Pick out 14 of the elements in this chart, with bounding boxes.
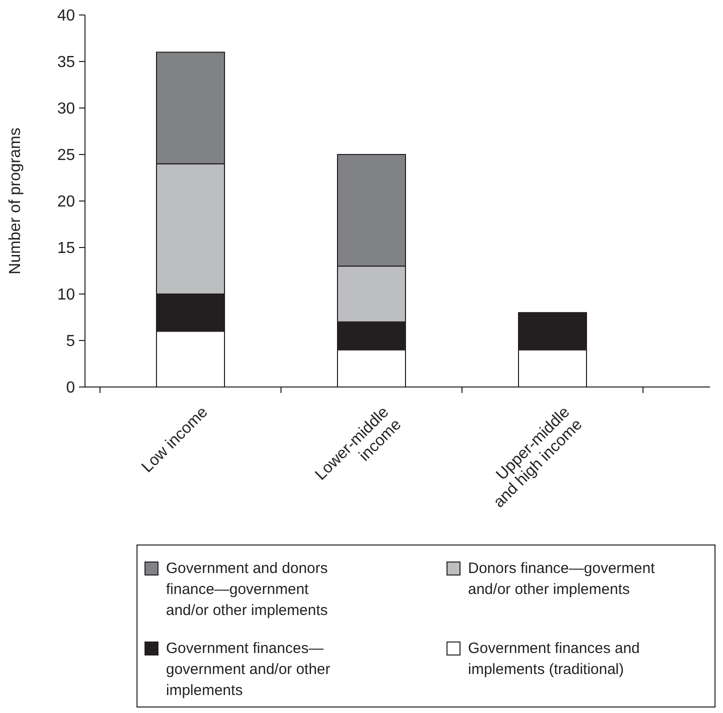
legend-label: Donors finance—goverment and/or other implements <box>468 560 656 598</box>
y-tick-label: 40 <box>57 8 76 25</box>
y-tick-label: 25 <box>57 147 76 164</box>
y-tick-label: 15 <box>57 240 76 258</box>
y-tick-label: 10 <box>57 286 76 304</box>
y-tick-label: 5 <box>66 333 76 350</box>
y-tick-label: 0 <box>66 380 76 397</box>
legend-label: Government and donors finance—government and/or other implements <box>166 560 328 619</box>
y-axis-title: Number of programs <box>7 128 24 274</box>
y-tick-label: 30 <box>57 100 76 118</box>
y-tick-label: 20 <box>57 194 76 211</box>
legend-label: Government finances—government and/or other implements <box>166 640 330 699</box>
legend-label: Government finances and implements (traditional) <box>468 640 640 678</box>
y-tick-label: 35 <box>57 54 76 72</box>
